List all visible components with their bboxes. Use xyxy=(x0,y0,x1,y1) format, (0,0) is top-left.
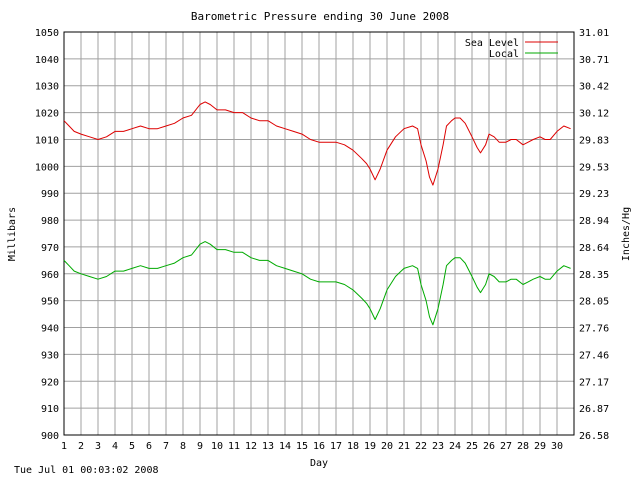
y-tick-label-left: 1000 xyxy=(35,162,59,173)
legend-label: Local xyxy=(489,49,519,60)
y-tick-label-right: 31.01 xyxy=(579,28,609,39)
y-tick-label-left: 960 xyxy=(41,270,59,281)
y-tick-label-right: 27.46 xyxy=(579,350,609,361)
x-tick-label: 14 xyxy=(279,441,291,452)
x-tick-label: 19 xyxy=(364,441,376,452)
series-lines xyxy=(63,101,571,326)
x-tick-label: 4 xyxy=(112,441,118,452)
x-tick-label: 13 xyxy=(262,441,274,452)
x-tick-label: 26 xyxy=(483,441,495,452)
x-tick-label: 3 xyxy=(95,441,101,452)
y-axis-label-left: Millibars xyxy=(7,207,18,261)
y-tick-label-right: 26.58 xyxy=(579,431,609,442)
x-tick-label: 10 xyxy=(211,441,223,452)
x-tick-label: 1 xyxy=(61,441,67,452)
x-tick-label: 30 xyxy=(551,441,563,452)
x-tick-label: 22 xyxy=(415,441,427,452)
x-tick-label: 7 xyxy=(163,441,169,452)
x-tick-label: 15 xyxy=(296,441,308,452)
left-axis-ticks: 900 910 920 930 940 950 960 970 980 990 1000 1010 10… xyxy=(35,28,59,442)
x-axis-ticks: 1 2 3 4 5 6 7 8 9 10 11 12 13 14 15 16 17 18 19 20 21 22 23 24 2… xyxy=(61,441,563,452)
x-tick-label: 25 xyxy=(466,441,478,452)
y-tick-label-left: 1050 xyxy=(35,28,59,39)
y-tick-label-left: 950 xyxy=(41,297,59,308)
x-tick-label: 11 xyxy=(228,441,240,452)
plot-frame xyxy=(63,31,575,436)
y-axis-label-right: Inches/Hg xyxy=(621,207,632,261)
x-tick-label: 16 xyxy=(313,441,325,452)
x-axis-label: Day xyxy=(310,458,328,469)
y-tick-label-left: 1020 xyxy=(35,109,59,120)
y-tick-label-left: 970 xyxy=(41,243,59,254)
y-tick-label-right: 30.71 xyxy=(579,55,609,66)
x-tick-label: 6 xyxy=(146,441,152,452)
y-tick-label-left: 910 xyxy=(41,404,59,415)
y-tick-label-left: 980 xyxy=(41,216,59,227)
x-tick-label: 12 xyxy=(245,441,257,452)
y-tick-label-left: 940 xyxy=(41,324,59,335)
x-tick-label: 28 xyxy=(517,441,529,452)
y-tick-label-left: 920 xyxy=(41,377,59,388)
y-tick-label-right: 28.64 xyxy=(579,243,609,254)
y-tick-label-left: 990 xyxy=(41,189,59,200)
y-tick-label-right: 29.53 xyxy=(579,162,609,173)
footer-timestamp: Tue Jul 01 00:03:02 2008 xyxy=(14,465,159,476)
y-tick-label-left: 900 xyxy=(41,431,59,442)
x-tick-label: 17 xyxy=(330,441,342,452)
y-tick-label-right: 28.94 xyxy=(579,216,609,227)
y-tick-label-left: 1030 xyxy=(35,82,59,93)
x-tick-label: 20 xyxy=(381,441,393,452)
x-tick-label: 5 xyxy=(129,441,135,452)
y-tick-label-right: 30.12 xyxy=(579,109,609,120)
x-tick-label: 8 xyxy=(180,441,186,452)
x-tick-label: 2 xyxy=(78,441,84,452)
x-tick-label: 9 xyxy=(197,441,203,452)
x-tick-label: 27 xyxy=(500,441,512,452)
x-tick-label: 21 xyxy=(398,441,410,452)
y-tick-label-right: 27.76 xyxy=(579,324,609,335)
y-tick-label-left: 930 xyxy=(41,350,59,361)
x-tick-label: 18 xyxy=(347,441,359,452)
chart-title: Barometric Pressure ending 30 June 2008 xyxy=(191,10,449,23)
y-tick-label-right: 28.35 xyxy=(579,270,609,281)
y-tick-label-right: 29.23 xyxy=(579,189,609,200)
y-tick-label-right: 29.83 xyxy=(579,135,609,146)
y-tick-label-right: 26.87 xyxy=(579,404,609,415)
y-tick-label-left: 1040 xyxy=(35,55,59,66)
y-tick-label-right: 27.17 xyxy=(579,377,609,388)
y-tick-label-right: 30.42 xyxy=(579,82,609,93)
right-axis-ticks: 26.58 26.87 27.17 27.46 27.76 28.05 28.35 28.64… xyxy=(579,28,609,442)
x-tick-label: 23 xyxy=(432,441,444,452)
legend-label: Sea Level xyxy=(465,38,519,49)
x-tick-label: 24 xyxy=(449,441,461,452)
series-line-local xyxy=(63,241,571,326)
y-tick-label-right: 28.05 xyxy=(579,297,609,308)
x-tick-label: 29 xyxy=(534,441,546,452)
series-line-sea-level xyxy=(63,101,571,186)
grid xyxy=(64,32,574,435)
y-tick-label-left: 1010 xyxy=(35,135,59,146)
